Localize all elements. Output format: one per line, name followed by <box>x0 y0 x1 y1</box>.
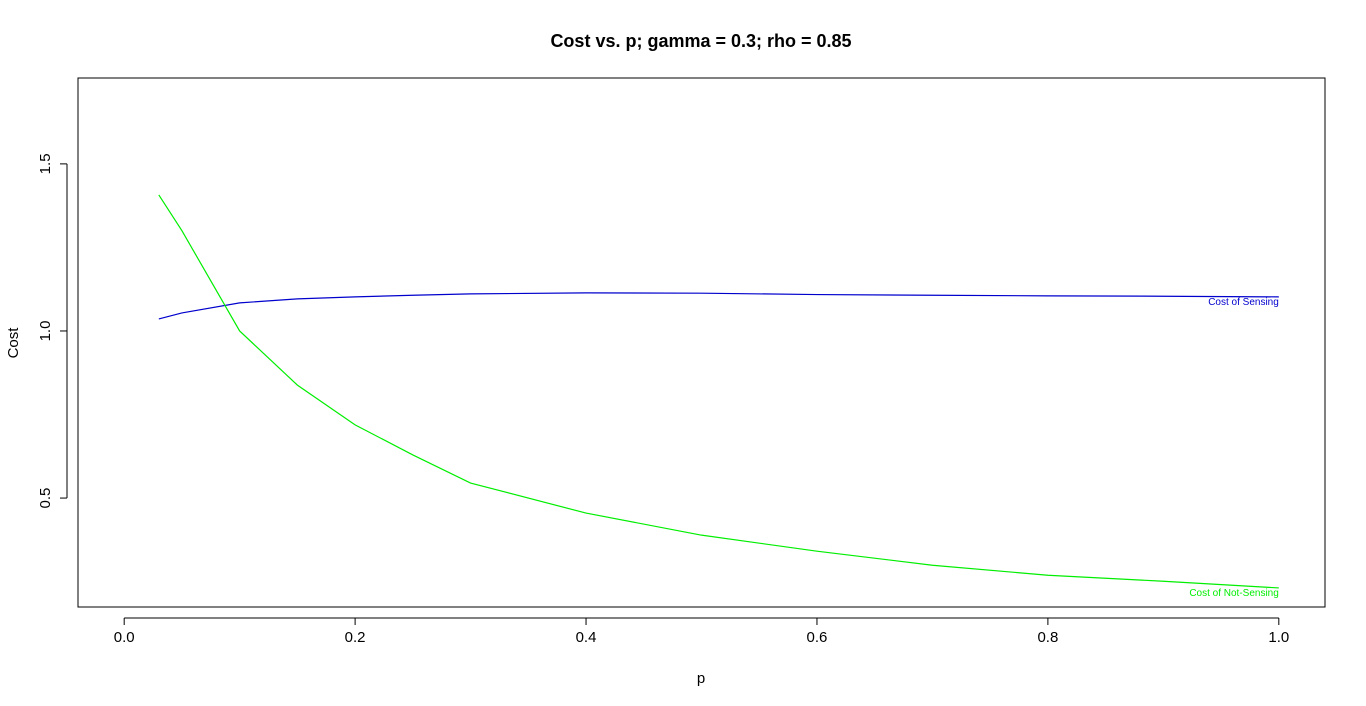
x-axis-label: p <box>697 670 705 687</box>
x-tick-label: 1.0 <box>1268 629 1289 646</box>
x-tick-label: 0.8 <box>1037 629 1058 646</box>
chart-title: Cost vs. p; gamma = 0.3; rho = 0.85 <box>550 31 851 51</box>
y-tick-label: 1.5 <box>37 153 54 174</box>
series-label: Cost of Not-Sensing <box>1189 588 1279 599</box>
x-tick-label: 0.6 <box>807 629 828 646</box>
x-tick-label: 0.4 <box>576 629 597 646</box>
x-tick-label: 0.2 <box>345 629 366 646</box>
series-line <box>158 194 1279 589</box>
y-tick-label: 0.5 <box>37 488 54 509</box>
series-label: Cost of Sensing <box>1208 297 1279 308</box>
y-tick-label: 1.0 <box>37 321 54 342</box>
series-line <box>158 292 1279 320</box>
plot-box <box>77 77 1326 608</box>
x-tick-label: 0.0 <box>114 629 135 646</box>
y-axis-label: Cost <box>5 327 22 359</box>
